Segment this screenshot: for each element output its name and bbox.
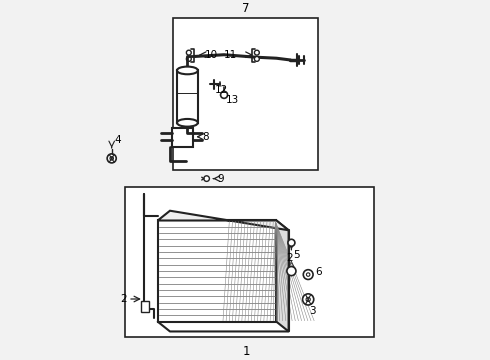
Circle shape: [306, 273, 310, 276]
Text: 9: 9: [217, 174, 224, 184]
Text: 11: 11: [223, 50, 237, 60]
Ellipse shape: [177, 67, 198, 74]
Circle shape: [287, 266, 296, 276]
Text: 1: 1: [243, 346, 250, 359]
Circle shape: [186, 57, 191, 61]
Circle shape: [303, 270, 313, 279]
Text: 2: 2: [286, 253, 293, 263]
Text: 2: 2: [121, 294, 127, 304]
Text: 5: 5: [293, 250, 299, 260]
Circle shape: [303, 294, 314, 305]
Circle shape: [288, 239, 295, 246]
Circle shape: [254, 57, 259, 61]
Circle shape: [110, 157, 114, 160]
Circle shape: [204, 176, 209, 181]
Text: 13: 13: [226, 95, 239, 105]
Bar: [173, 18, 318, 170]
Text: 4: 4: [115, 135, 121, 145]
Text: 3: 3: [310, 306, 316, 316]
Polygon shape: [158, 211, 289, 230]
Text: 6: 6: [315, 267, 322, 277]
Circle shape: [254, 50, 259, 55]
Circle shape: [220, 91, 227, 98]
Ellipse shape: [177, 119, 198, 127]
Polygon shape: [276, 220, 289, 332]
Bar: [158, 220, 276, 322]
Bar: [124, 187, 374, 337]
Text: 8: 8: [202, 132, 209, 142]
Bar: [141, 301, 148, 311]
Circle shape: [306, 297, 310, 302]
Text: 10: 10: [205, 50, 218, 60]
Text: 12: 12: [215, 85, 228, 95]
Bar: [172, 128, 193, 147]
Circle shape: [186, 50, 191, 55]
Bar: [177, 71, 198, 123]
Text: 7: 7: [242, 2, 250, 15]
Circle shape: [107, 154, 116, 163]
